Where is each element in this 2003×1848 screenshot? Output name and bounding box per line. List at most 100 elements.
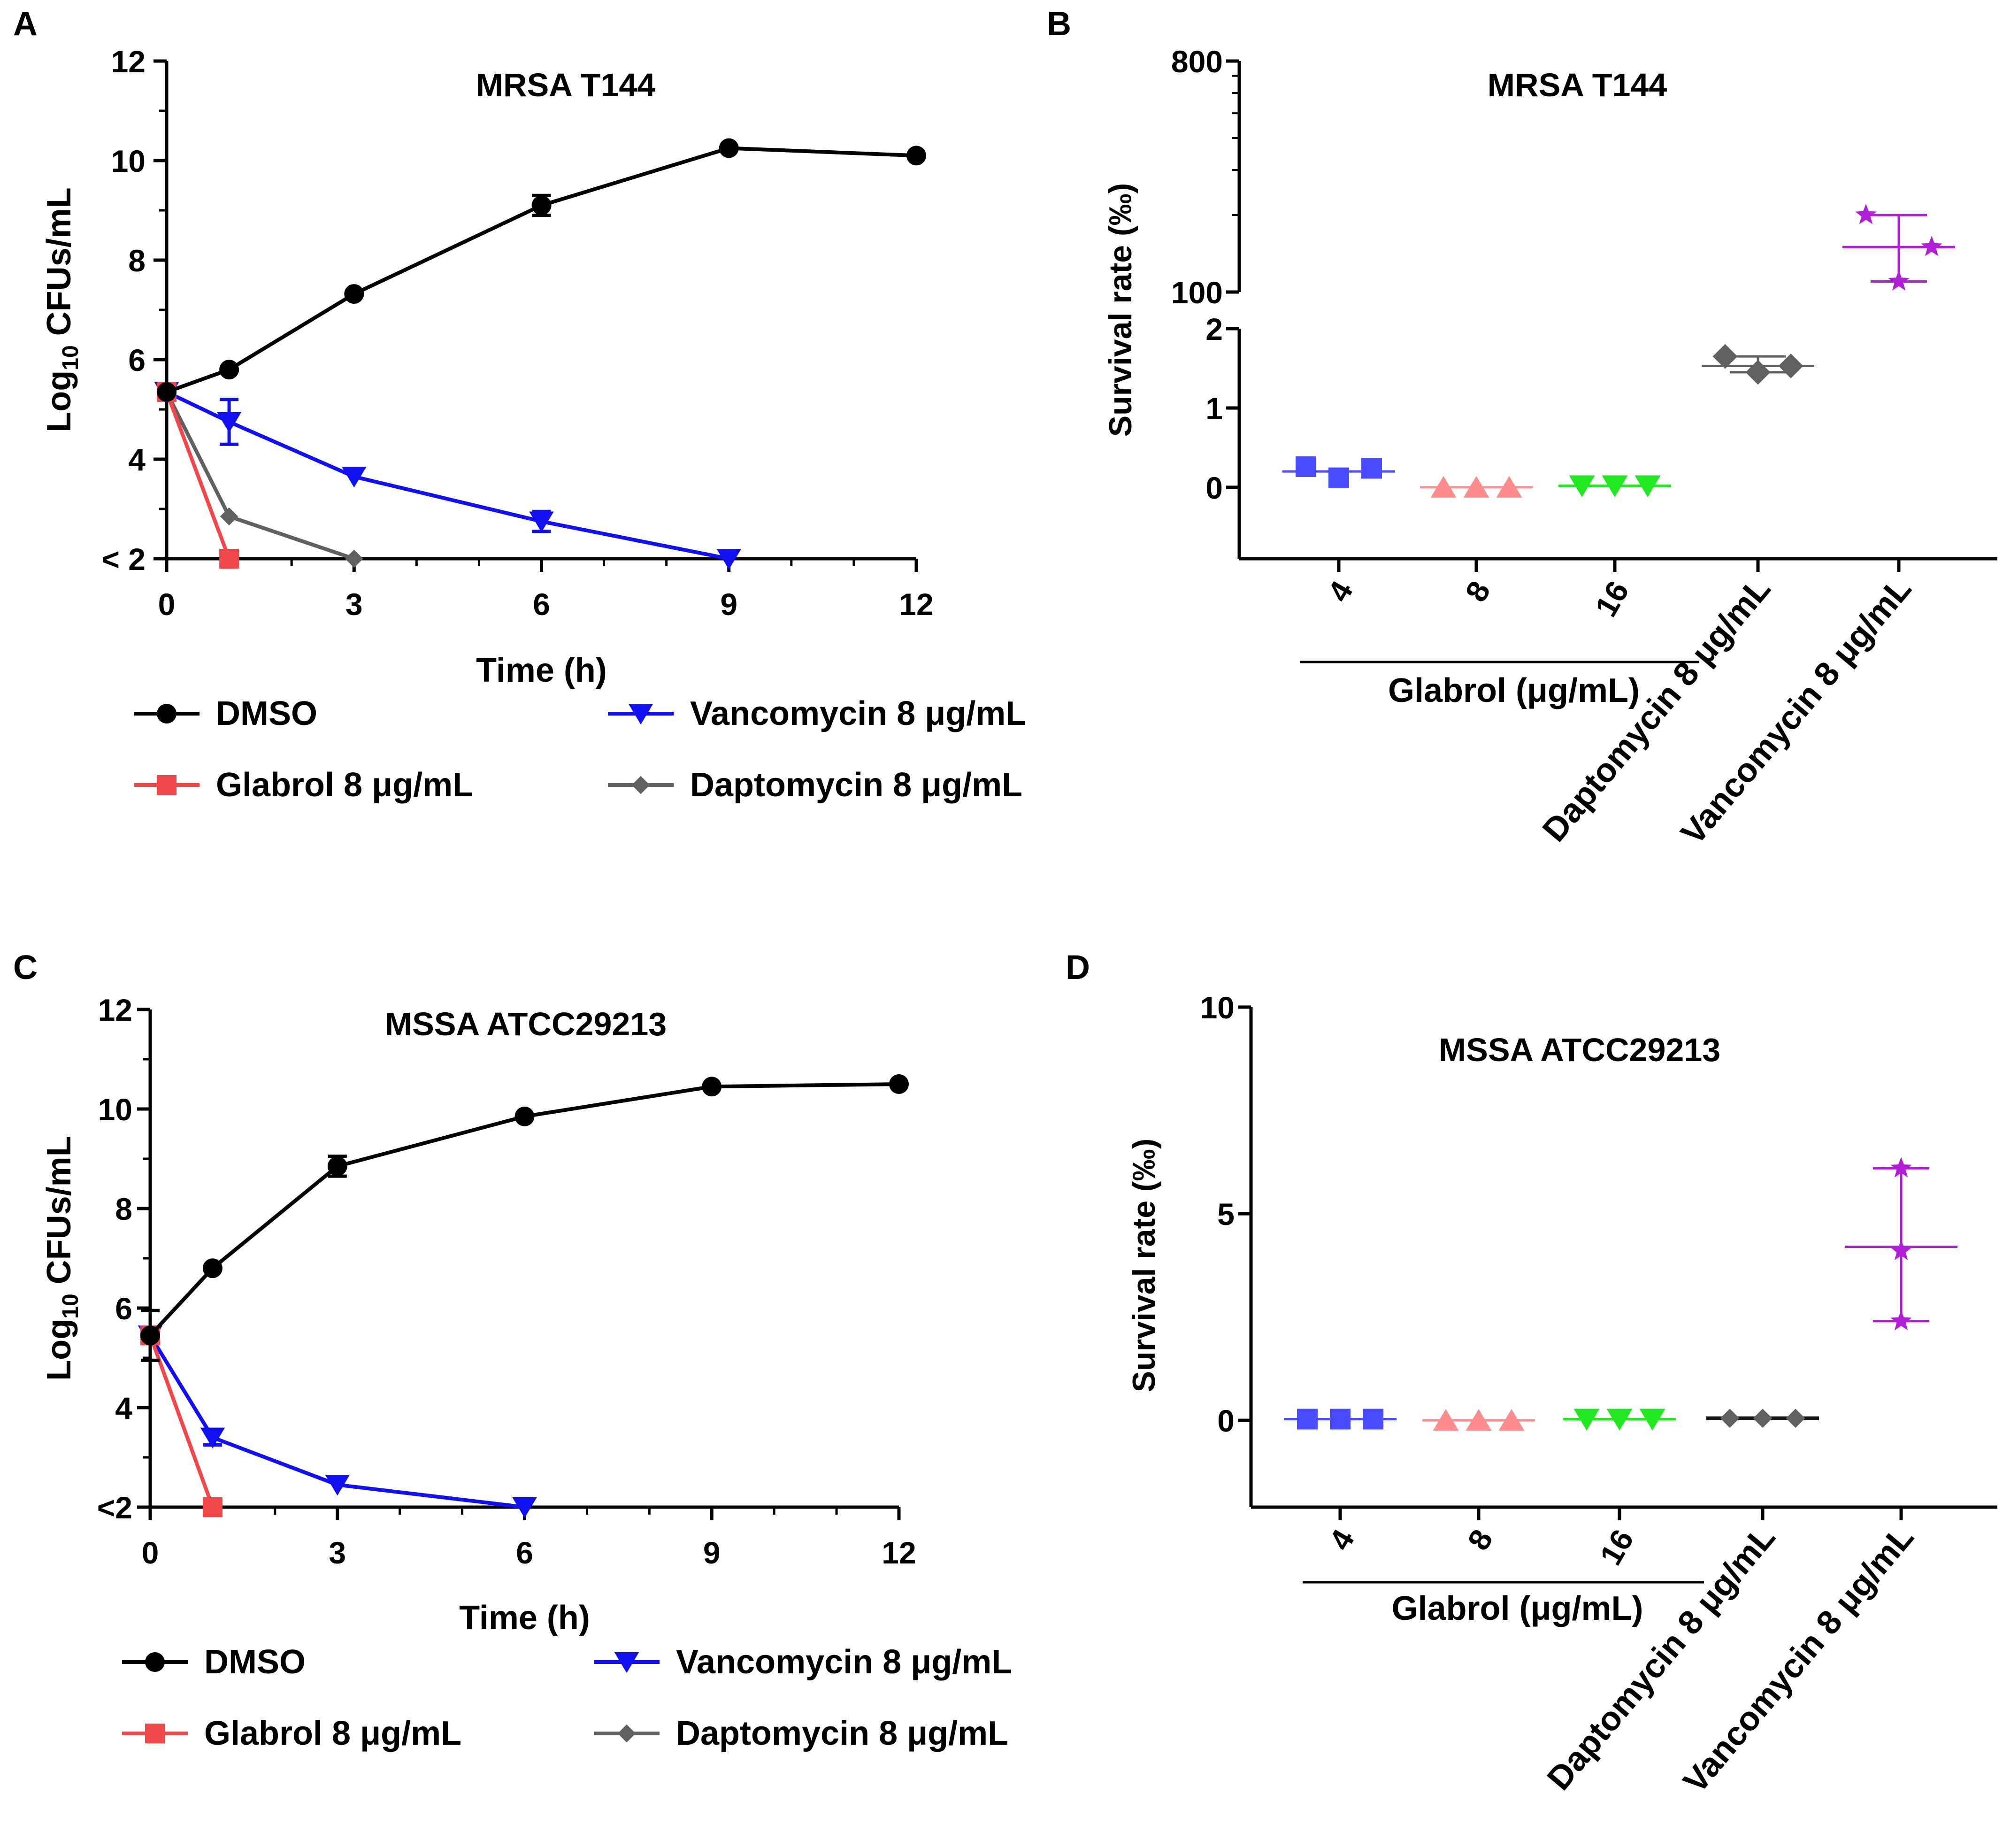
- data-point: [1720, 1409, 1740, 1428]
- y-tick-label: <2: [97, 1490, 132, 1525]
- data-point: [342, 467, 367, 488]
- group-vancomycin: [1845, 1157, 1957, 1331]
- group-vancomycin: [1842, 204, 1955, 291]
- data-point: [906, 146, 926, 166]
- glabrol-group-label: Glabrol (μg/mL): [1388, 672, 1640, 709]
- chart-title: MSSA ATCC29213: [1439, 1032, 1720, 1068]
- data-point: [1606, 1409, 1633, 1431]
- data-point: [1753, 1409, 1773, 1428]
- panel-letter-c: C: [13, 949, 38, 986]
- legend-label: DMSO: [204, 1643, 306, 1681]
- x-tick-label: Daptomycin 8 μg/mL: [1540, 1518, 1782, 1797]
- x-tick-label: 12: [899, 587, 933, 622]
- glabrol-group-label: Glabrol (μg/mL): [1391, 1590, 1643, 1627]
- series-vancomycin: [138, 1325, 537, 1518]
- y-tick-label: 12: [111, 44, 146, 79]
- x-tick-label: 12: [882, 1535, 916, 1570]
- y-tick-label: < 2: [101, 542, 146, 577]
- data-point: [719, 138, 739, 158]
- data-point: [1328, 467, 1349, 488]
- data-point: [514, 1106, 535, 1126]
- data-point: [216, 412, 242, 433]
- group-16: [1563, 1409, 1676, 1431]
- y-tick-label: 5: [1217, 1197, 1235, 1232]
- legend-label: Vancomycin 8 μg/mL: [676, 1643, 1012, 1681]
- x-tick-label: Vancomycin 8 μg/mL: [1676, 1518, 1921, 1800]
- y-tick-label: 4: [115, 1391, 132, 1425]
- legend-item-glabrol: Glabrol 8 μg/mL: [134, 766, 473, 804]
- series-line: [166, 390, 729, 561]
- series-dmso: [157, 138, 926, 402]
- legend-item-daptomycin: Daptomycin 8 μg/mL: [594, 1715, 1008, 1752]
- data-point: [512, 1497, 537, 1518]
- x-tick-label: 3: [329, 1535, 346, 1570]
- y-tick-label: 8: [115, 1192, 132, 1226]
- data-point: [202, 1497, 223, 1517]
- panel-letter-b: B: [1047, 5, 1071, 43]
- data-point: [1602, 475, 1628, 497]
- data-point: [1573, 1409, 1600, 1431]
- group-daptomycin: [1706, 1409, 1819, 1428]
- panel-a-line-chart: < 2 4 6 8 10 12 0 3 6 9 12 MRSA T144 Time (h) Log10 C…: [40, 44, 1026, 804]
- data-point: [1712, 344, 1738, 369]
- series-line: [148, 1334, 525, 1509]
- legend-item-vancomycin: Vancomycin 8 μg/mL: [608, 695, 1026, 732]
- x-tick-label: 6: [533, 587, 550, 622]
- data-point: [1855, 204, 1877, 224]
- legend-marker: [157, 775, 177, 795]
- y-tick-label: 6: [115, 1291, 132, 1326]
- x-tick-label: 8: [1458, 575, 1497, 608]
- x-tick-label: 9: [703, 1535, 721, 1570]
- chart-title: MSSA ATCC29213: [385, 1006, 667, 1042]
- legend-marker: [145, 1652, 165, 1672]
- y-axis-label: Log10 CFUs/mL: [40, 187, 83, 432]
- legend-item-glabrol: Glabrol 8 μg/mL: [122, 1715, 461, 1752]
- x-tick-label: 8: [1461, 1524, 1499, 1556]
- x-tick-label: 3: [345, 587, 363, 622]
- data-point: [1363, 1409, 1383, 1430]
- y-axis-label: Survival rate (‰): [1103, 183, 1138, 437]
- chart-title: MRSA T144: [476, 67, 656, 103]
- legend-item-dmso: DMSO: [122, 1643, 306, 1681]
- y-tick-label: 2: [1205, 312, 1223, 346]
- data-point: [1888, 270, 1910, 291]
- data-point: [1496, 476, 1522, 498]
- x-tick-label: 4: [1322, 1524, 1361, 1556]
- data-point: [1430, 476, 1457, 498]
- legend-label: Vancomycin 8 μg/mL: [690, 695, 1026, 732]
- y-tick-label: 10: [98, 1092, 132, 1127]
- legend-item-vancomycin: Vancomycin 8 μg/mL: [594, 1643, 1012, 1681]
- x-axis-label: Time (h): [476, 652, 607, 689]
- y-tick-label: 10: [111, 144, 146, 178]
- x-tick-label: 6: [516, 1535, 533, 1570]
- y-tick-label: 0: [1205, 470, 1223, 505]
- series-vancomycin: [154, 382, 741, 570]
- group-4: [1282, 456, 1395, 488]
- data-point: [219, 360, 239, 380]
- legend-item-dmso: DMSO: [134, 695, 317, 732]
- data-point: [1330, 1409, 1351, 1430]
- y-tick-label: 800: [1171, 44, 1223, 79]
- y-tick-label: 1: [1205, 391, 1223, 426]
- legend-item-daptomycin: Daptomycin 8 μg/mL: [608, 766, 1022, 804]
- data-point: [325, 1475, 350, 1496]
- data-point: [702, 1077, 722, 1097]
- legend-marker: [617, 1724, 636, 1743]
- y-tick-label: 10: [1200, 990, 1235, 1025]
- legend-marker: [145, 1724, 165, 1743]
- data-point: [1921, 236, 1942, 256]
- data-point: [716, 549, 741, 570]
- data-point: [1296, 456, 1316, 477]
- x-axis-label: Time (h): [459, 1599, 590, 1637]
- series-line: [165, 391, 355, 561]
- y-tick-label: 8: [128, 243, 146, 278]
- y-tick-label: 6: [128, 343, 146, 377]
- legend-label: DMSO: [216, 695, 317, 732]
- x-tick-label: 9: [720, 587, 737, 622]
- group-4: [1284, 1409, 1397, 1430]
- legend-marker: [631, 776, 650, 794]
- y-axis-label: Log10 CFUs/mL: [40, 1136, 83, 1380]
- data-point: [344, 284, 364, 304]
